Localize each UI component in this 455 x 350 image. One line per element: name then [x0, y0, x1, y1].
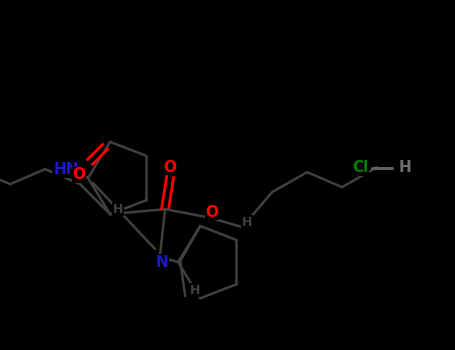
Text: N: N	[156, 255, 168, 270]
Text: O: O	[206, 205, 218, 220]
Text: H: H	[399, 161, 411, 175]
Text: H: H	[242, 216, 253, 229]
Text: O: O	[164, 160, 177, 175]
Text: H: H	[113, 203, 123, 216]
Text: H: H	[190, 284, 200, 297]
Text: HN: HN	[53, 162, 79, 177]
Text: Cl: Cl	[352, 161, 368, 175]
Text: O: O	[73, 167, 86, 182]
